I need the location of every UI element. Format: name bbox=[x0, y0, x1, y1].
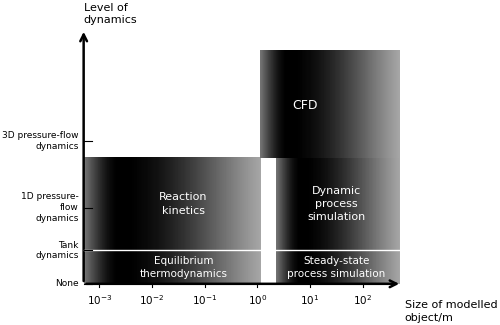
Text: Steady-state
process simulation: Steady-state process simulation bbox=[287, 255, 386, 279]
Text: $10^{1}$: $10^{1}$ bbox=[300, 293, 320, 307]
Text: $10^{-2}$: $10^{-2}$ bbox=[140, 293, 164, 307]
Text: $10^{-1}$: $10^{-1}$ bbox=[192, 293, 218, 307]
Text: Tank
dynamics: Tank dynamics bbox=[35, 240, 78, 260]
Text: $10^{0}$: $10^{0}$ bbox=[248, 293, 267, 307]
Text: Equilibrium
thermodynamics: Equilibrium thermodynamics bbox=[140, 255, 228, 279]
Text: Level of
dynamics: Level of dynamics bbox=[84, 3, 138, 25]
Text: 1D pressure-
flow
dynamics: 1D pressure- flow dynamics bbox=[20, 192, 78, 223]
Text: Reaction
kinetics: Reaction kinetics bbox=[160, 192, 208, 216]
Text: 3D pressure-flow
dynamics: 3D pressure-flow dynamics bbox=[2, 131, 78, 151]
Text: CFD: CFD bbox=[292, 99, 318, 112]
Text: Size of modelled
object/m: Size of modelled object/m bbox=[404, 301, 497, 323]
Text: $10^{-3}$: $10^{-3}$ bbox=[86, 293, 112, 307]
Text: None: None bbox=[55, 279, 78, 288]
Text: $10^{2}$: $10^{2}$ bbox=[353, 293, 372, 307]
Text: Dynamic
process
simulation: Dynamic process simulation bbox=[307, 186, 366, 222]
